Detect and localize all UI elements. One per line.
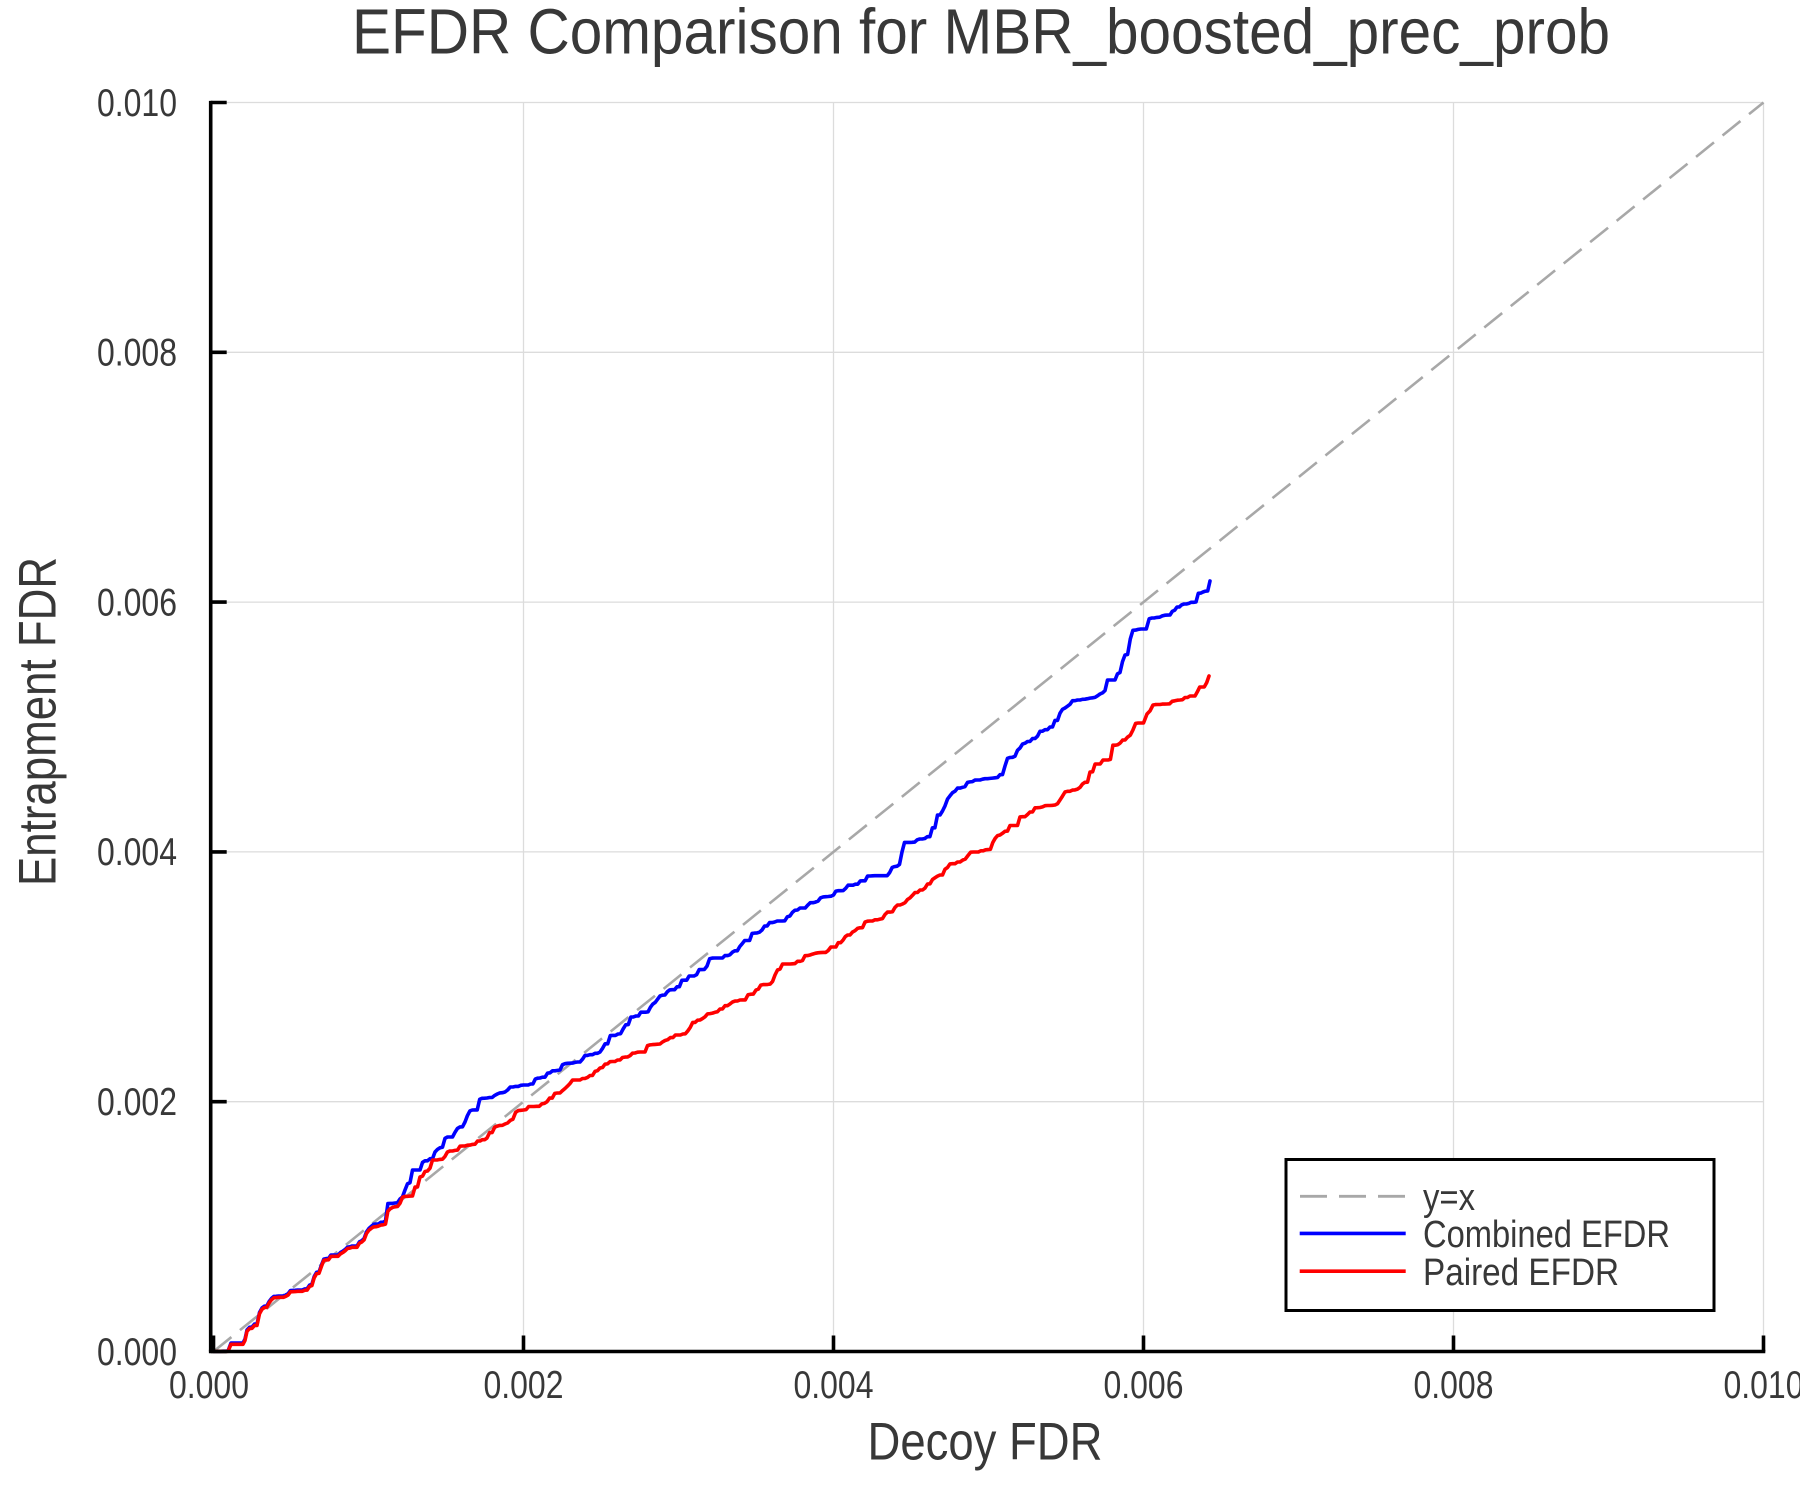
svg-text:0.004: 0.004 bbox=[794, 1364, 874, 1407]
svg-text:Paired EFDR: Paired EFDR bbox=[1423, 1252, 1619, 1294]
svg-text:0.002: 0.002 bbox=[484, 1364, 564, 1407]
svg-text:Decoy FDR: Decoy FDR bbox=[868, 1413, 1103, 1472]
svg-text:0.006: 0.006 bbox=[1104, 1364, 1184, 1407]
svg-text:0.004: 0.004 bbox=[97, 831, 177, 874]
svg-text:0.008: 0.008 bbox=[1414, 1364, 1494, 1407]
svg-text:0.006: 0.006 bbox=[97, 581, 177, 624]
svg-text:Entrapment FDR: Entrapment FDR bbox=[9, 557, 68, 886]
svg-text:0.000: 0.000 bbox=[97, 1331, 177, 1374]
svg-text:0.002: 0.002 bbox=[97, 1081, 177, 1124]
svg-text:0.000: 0.000 bbox=[169, 1364, 249, 1407]
svg-text:0.010: 0.010 bbox=[1724, 1364, 1800, 1407]
svg-text:Combined EFDR: Combined EFDR bbox=[1423, 1214, 1670, 1256]
svg-text:EFDR Comparison for MBR_booste: EFDR Comparison for MBR_boosted_prec_pro… bbox=[352, 0, 1610, 68]
svg-text:y=x: y=x bbox=[1423, 1177, 1475, 1219]
svg-text:0.008: 0.008 bbox=[97, 332, 177, 375]
svg-text:0.010: 0.010 bbox=[97, 82, 177, 125]
